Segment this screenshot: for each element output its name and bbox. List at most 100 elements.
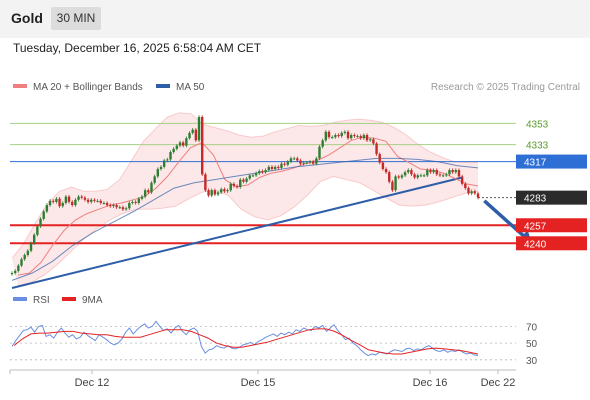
- candle-body: [289, 158, 293, 162]
- candle-body: [20, 259, 23, 266]
- candle-body: [454, 170, 458, 173]
- candle-body: [308, 161, 312, 163]
- candle-body: [330, 137, 334, 139]
- legend-bollinger-label: MA 20 + Bollinger Bands: [33, 82, 143, 93]
- level-badge-4317: [516, 154, 587, 169]
- candle-body: [334, 135, 337, 138]
- candle-body: [302, 162, 305, 164]
- candle-body: [369, 139, 372, 141]
- candle-body: [128, 202, 131, 209]
- candle-body: [112, 205, 115, 207]
- candle-body: [150, 182, 153, 193]
- candle-body: [362, 135, 366, 139]
- candle-body: [194, 129, 198, 141]
- candle-body: [239, 179, 242, 188]
- legend-rsi-label: RSI: [33, 295, 50, 306]
- candle-body: [71, 201, 74, 206]
- candle-body: [311, 161, 315, 164]
- legend-rsi-ma-swatch: [62, 297, 76, 301]
- candle-body: [13, 270, 17, 274]
- candle-body: [216, 192, 220, 195]
- candle-body: [327, 131, 331, 138]
- candle-body: [93, 199, 96, 201]
- candle-body: [457, 170, 461, 177]
- rsi-lines: [11, 320, 479, 357]
- candle-body: [343, 131, 347, 133]
- candle-body: [166, 159, 169, 161]
- candle-body: [349, 135, 353, 139]
- candle-body: [96, 200, 99, 202]
- candle-body: [226, 190, 229, 192]
- candle-body: [315, 158, 318, 164]
- candle-body: [223, 189, 226, 192]
- candle-body: [410, 170, 413, 175]
- candle-body: [175, 145, 179, 149]
- candle-body: [121, 207, 125, 210]
- candle-body: [258, 171, 261, 174]
- level-badge-4240: [516, 236, 587, 251]
- candle-body: [42, 211, 45, 219]
- candle-body: [394, 176, 397, 191]
- candle-body: [305, 162, 309, 164]
- candle-body: [264, 170, 267, 173]
- candle-body: [467, 188, 470, 194]
- candle-body: [413, 174, 416, 178]
- candle-body: [448, 170, 451, 175]
- candle-body: [359, 136, 362, 139]
- candle-body: [90, 199, 93, 202]
- level-badge-label-4317: 4317: [524, 158, 547, 169]
- legend-bollinger-swatch: [13, 84, 27, 88]
- candle-body: [185, 138, 188, 146]
- bollinger-band: [11, 112, 479, 287]
- candle-body: [137, 198, 141, 203]
- timeframe-button[interactable]: 30 MIN: [51, 7, 101, 30]
- candle-body: [407, 170, 410, 173]
- candle-body: [207, 190, 210, 196]
- rsi-tick-label-30: 30: [526, 356, 538, 367]
- candle-body: [181, 142, 185, 146]
- candle-body: [140, 196, 144, 199]
- candle-body: [277, 166, 280, 168]
- candle-body: [45, 205, 49, 212]
- candle-body: [254, 173, 258, 176]
- trendline: [11, 176, 463, 289]
- candle-body: [36, 226, 39, 235]
- candle-body: [321, 140, 324, 147]
- level-label-4333: 4333: [526, 141, 549, 152]
- candle-body: [273, 166, 277, 169]
- chart-datetime: Tuesday, December 16, 2025 6:58:04 AM CE…: [13, 41, 262, 55]
- rsi-9ma-line: [13, 328, 479, 355]
- candle-body: [102, 202, 106, 204]
- x-tick-label-dec-16: Dec 16: [413, 377, 448, 389]
- candle-body: [403, 172, 407, 176]
- legend-rsi-swatch: [13, 297, 27, 301]
- candle-body: [422, 175, 426, 177]
- candle-body: [438, 174, 442, 176]
- candle-body: [261, 171, 264, 173]
- symbol-name: Gold: [11, 10, 43, 26]
- candle-body: [426, 170, 429, 176]
- candle-body: [156, 168, 160, 177]
- price-legend: MA 20 + Bollinger Bands MA 50: [13, 82, 205, 93]
- candle-body: [435, 170, 438, 175]
- candle-body: [292, 158, 296, 160]
- candle-body: [476, 193, 480, 198]
- candle-body: [464, 183, 467, 189]
- candle-body: [191, 129, 194, 133]
- candle-body: [416, 175, 419, 178]
- candle-body: [229, 183, 232, 191]
- candle-body: [242, 179, 245, 182]
- level-badge-4283: [516, 190, 587, 205]
- candle-body: [178, 142, 182, 146]
- candle-body: [400, 175, 404, 178]
- candle-body: [124, 208, 128, 210]
- candle-body: [188, 132, 191, 139]
- candle-body: [172, 148, 175, 153]
- legend-rsi-ma-label: 9MA: [82, 295, 103, 306]
- candle-body: [83, 197, 87, 200]
- candle-body: [134, 201, 137, 203]
- bollinger-fill: [12, 112, 478, 286]
- candle-body: [99, 200, 102, 203]
- candle-body: [86, 199, 90, 202]
- candle-body: [197, 116, 201, 141]
